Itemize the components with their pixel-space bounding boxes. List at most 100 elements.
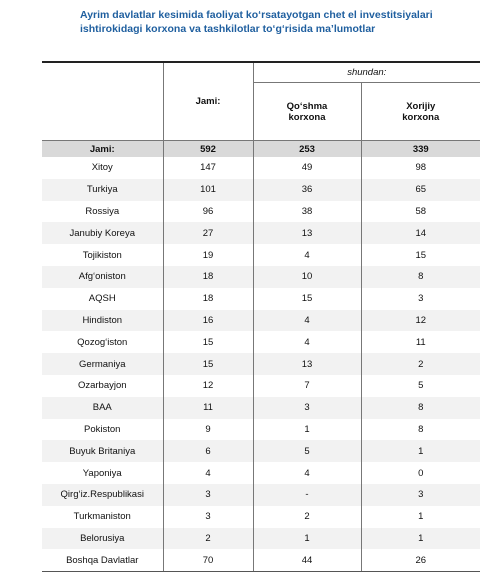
table-row: Turkiya 101 36 65 [42, 178, 480, 201]
total-cell: 101 [162, 178, 254, 201]
joint-cell: 3 [252, 396, 362, 419]
foreign-cell: 3 [360, 287, 480, 310]
foreign-cell: 339 [360, 140, 480, 157]
total-cell: 16 [162, 309, 254, 332]
total-cell: 3 [162, 483, 254, 506]
total-cell: 96 [162, 200, 254, 223]
foreign-cell: 1 [360, 505, 480, 528]
row-label: Belorusiya [42, 527, 164, 550]
total-cell: 70 [162, 549, 254, 573]
row-label: Yaponiya [42, 462, 164, 484]
joint-cell: 4 [252, 244, 362, 266]
foreign-cell: 26 [360, 549, 480, 573]
total-cell: 4 [162, 462, 254, 484]
total-cell: 147 [162, 157, 254, 179]
foreign-cell: 58 [360, 200, 480, 223]
header-foreign: Xorijiy korxona [360, 82, 480, 141]
row-label: Boshqa Davlatlar [42, 549, 164, 573]
joint-cell: 44 [252, 549, 362, 573]
total-cell: 15 [162, 331, 254, 354]
row-label: Hindiston [42, 309, 164, 332]
row-label: Tojikiston [42, 244, 164, 266]
foreign-cell: 1 [360, 527, 480, 550]
joint-cell: 4 [252, 462, 362, 484]
foreign-cell: 8 [360, 396, 480, 419]
joint-cell: 13 [252, 222, 362, 245]
row-label: Qirg‘iz.Respublikasi [42, 483, 164, 506]
joint-cell: 4 [252, 331, 362, 354]
total-cell: 15 [162, 353, 254, 375]
foreign-cell: 14 [360, 222, 480, 245]
total-cell: 592 [162, 140, 254, 157]
foreign-cell: 12 [360, 309, 480, 332]
total-cell: 27 [162, 222, 254, 245]
table-row: Boshqa Davlatlar 70 44 26 [42, 549, 480, 573]
row-label: Ozarbayjon [42, 374, 164, 397]
table-row: Turkmaniston 3 2 1 [42, 505, 480, 528]
row-label: Buyuk Britaniya [42, 440, 164, 463]
title: Ayrim davlatlar kesimida faoliyat ko‘rsa… [80, 8, 480, 36]
joint-cell: 38 [252, 200, 362, 223]
data-table: Jami: shundan: Qo‘shma korxona Xorijiy k… [42, 61, 480, 573]
table-body: Jami: 592 253 339 Xitoy 147 49 98 Turkiya 101 36 65… [42, 140, 480, 573]
table-row: Rossiya 96 38 58 [42, 200, 480, 223]
header-joint-text: Qo‘shma korxona [286, 100, 328, 123]
table-row: Yaponiya 4 4 0 [42, 462, 480, 484]
joint-cell: 1 [252, 527, 362, 550]
foreign-cell: 65 [360, 178, 480, 201]
header-empty [42, 61, 164, 141]
row-label: Turkmaniston [42, 505, 164, 528]
table-row: Hindiston 16 4 12 [42, 309, 480, 332]
total-cell: 9 [162, 418, 254, 441]
total-cell: 2 [162, 527, 254, 550]
header-foreign-text: Xorijiy korxona [402, 100, 440, 123]
joint-cell: 253 [252, 140, 362, 157]
foreign-cell: 2 [360, 353, 480, 375]
joint-cell: 1 [252, 418, 362, 441]
joint-cell: 7 [252, 374, 362, 397]
table-row: Janubiy Koreya 27 13 14 [42, 222, 480, 245]
foreign-cell: 15 [360, 244, 480, 266]
table-row: Tojikiston 19 4 15 [42, 244, 480, 266]
table-row: BAA 11 3 8 [42, 396, 480, 419]
joint-cell: 2 [252, 505, 362, 528]
foreign-cell: 8 [360, 265, 480, 288]
table-row: Qozog‘iston 15 4 11 [42, 331, 480, 354]
foreign-cell: 11 [360, 331, 480, 354]
row-label: Qozog‘iston [42, 331, 164, 354]
foreign-cell: 8 [360, 418, 480, 441]
header-total: Jami: [162, 61, 254, 141]
row-label: Turkiya [42, 178, 164, 201]
table-row: Ozarbayjon 12 7 5 [42, 374, 480, 397]
table-row: Qirg‘iz.Respublikasi 3-3 [42, 483, 480, 506]
total-cell: 12 [162, 374, 254, 397]
total-cell: 18 [162, 265, 254, 288]
foreign-cell: 0 [360, 462, 480, 484]
joint-cell: 4 [252, 309, 362, 332]
table-row: Jami: 592 253 339 [42, 140, 480, 157]
row-label: Janubiy Koreya [42, 222, 164, 245]
table-row: AQSH 18 15 3 [42, 287, 480, 310]
foreign-cell: 3 [360, 483, 480, 506]
table-row: Germaniya 15 13 2 [42, 353, 480, 375]
table-row: Xitoy 147 49 98 [42, 157, 480, 179]
header-group: shundan: [252, 61, 480, 83]
row-label: Germaniya [42, 353, 164, 375]
joint-cell: 10 [252, 265, 362, 288]
joint-cell: - [252, 483, 362, 506]
row-label: Rossiya [42, 200, 164, 223]
total-cell: 3 [162, 505, 254, 528]
foreign-cell: 98 [360, 157, 480, 179]
row-label: AQSH [42, 287, 164, 310]
row-label: Afg‘oniston [42, 265, 164, 288]
header-joint: Qo‘shma korxona [253, 82, 362, 141]
table-row: Belorusiya 2 1 1 [42, 527, 480, 550]
total-cell: 19 [162, 244, 254, 266]
joint-cell: 49 [252, 157, 362, 179]
total-cell: 6 [162, 440, 254, 463]
table-row: Afg‘oniston 18 10 8 [42, 265, 480, 288]
total-cell: 11 [162, 396, 254, 419]
joint-cell: 36 [252, 178, 362, 201]
title-line: ishtirokidagi korxona va tashkilotlar to… [80, 23, 376, 35]
